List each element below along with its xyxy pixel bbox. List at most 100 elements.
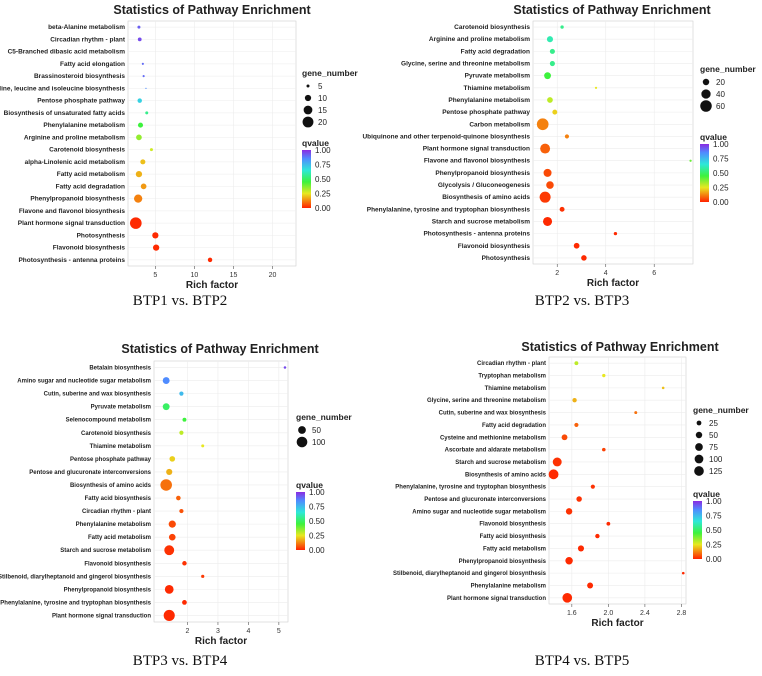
- data-point: [134, 194, 143, 203]
- y-tick-label: Amino sugar and nucleotide sugar metabol…: [412, 509, 546, 515]
- qvalue-tick-label: 0.50: [315, 175, 331, 184]
- data-point: [559, 206, 565, 212]
- y-tick-label: Phenylpropanoid biosynthesis: [30, 196, 125, 203]
- y-tick-label: Pyruvate metabolism: [465, 73, 531, 80]
- data-point: [590, 484, 595, 489]
- data-point: [565, 557, 573, 565]
- size-legend-marker: [701, 89, 711, 99]
- data-point: [606, 521, 611, 526]
- data-point: [162, 377, 170, 385]
- y-tick-label: Starch and sucrose metabolism: [455, 460, 546, 466]
- data-point: [574, 422, 579, 428]
- y-tick-label: Thiamine metabolism: [485, 386, 546, 392]
- y-tick-label: Valine, leucine and isoleucine biosynthe…: [0, 85, 125, 92]
- y-tick-label: Fatty acid elongation: [60, 61, 125, 68]
- qvalue-tick-label: 0.25: [315, 190, 331, 199]
- qvalue-tick-label: 0.75: [706, 512, 722, 521]
- chart-title: Statistics of Pathway Enrichment: [113, 3, 311, 17]
- data-point: [201, 444, 205, 448]
- data-point: [634, 411, 638, 415]
- size-legend-marker: [302, 116, 314, 128]
- size-legend-label: 10: [318, 94, 327, 103]
- x-tick-label: 1.6: [567, 610, 577, 617]
- qvalue-colorbar: [693, 501, 702, 559]
- data-point: [661, 386, 665, 390]
- size-legend-label: 40: [716, 90, 725, 99]
- chart-panel-3: Statistics of Pathway Enrichment Betalain…: [0, 342, 352, 669]
- y-tick-label: Flavone and flavonol biosynthesis: [19, 208, 126, 215]
- y-tick-label: Cysteine and methionine metabolism: [440, 435, 546, 441]
- data-point: [548, 469, 559, 480]
- data-point: [140, 159, 146, 165]
- qvalue-tick-label: 0.50: [309, 517, 325, 526]
- qvalue-tick-label: 0.25: [309, 532, 325, 541]
- qvalue-colorbar: [296, 492, 305, 550]
- qvalue-tick-label: 0.50: [713, 169, 729, 178]
- size-legend-title: gene_number: [693, 405, 749, 415]
- x-tick-label: 2: [186, 628, 190, 635]
- panel-caption: BTP4 vs. BTP5: [535, 653, 630, 669]
- qvalue-tick-label: 0.00: [309, 546, 325, 555]
- y-tick-label: Cutin, suberine and wax biosynthesis: [44, 392, 152, 398]
- y-tick-label: Fatty acid biosynthesis: [85, 496, 152, 502]
- panel-caption: BTP2 vs. BTP3: [535, 293, 630, 309]
- x-tick-label: 3: [216, 628, 220, 635]
- y-tick-label: Fatty acid metabolism: [57, 171, 125, 178]
- y-tick-label: Flavonoid biosynthesis: [84, 561, 151, 567]
- y-tick-label: Biosynthesis of amino acids: [465, 472, 547, 478]
- x-tick-label: 2.4: [640, 610, 650, 617]
- y-tick-label: Cutin, suberine and wax biosynthesis: [439, 411, 547, 417]
- data-point: [141, 62, 144, 65]
- y-tick-label: Flavonoid biosynthesis: [53, 245, 126, 252]
- size-legend-label: 60: [716, 102, 725, 111]
- qvalue-legend-title: qvalue: [700, 132, 727, 142]
- x-axis-label: Rich factor: [195, 636, 247, 647]
- qvalue-tick-label: 0.00: [713, 198, 729, 207]
- qvalue-colorbar: [700, 144, 709, 202]
- y-tick-label: Amino sugar and nucleotide sugar metabol…: [17, 379, 151, 385]
- y-tick-label: Phenylalanine metabolism: [448, 97, 530, 104]
- size-legend-marker: [298, 426, 306, 434]
- size-legend-marker: [694, 454, 704, 464]
- data-point: [561, 434, 568, 441]
- data-point: [536, 118, 549, 131]
- data-point: [137, 25, 141, 29]
- y-tick-label: Pyruvate metabolism: [91, 405, 151, 411]
- y-tick-label: Starch and sucrose metabolism: [432, 218, 530, 225]
- data-point: [602, 373, 606, 378]
- x-tick-label: 4: [604, 270, 608, 277]
- data-point: [207, 257, 213, 263]
- size-legend-marker: [702, 78, 710, 86]
- data-point: [549, 48, 555, 54]
- chart-panel-1: Statistics of Pathway Enrichment beta-Ala…: [0, 3, 358, 309]
- data-point: [145, 87, 147, 89]
- size-legend-label: 5: [318, 82, 323, 91]
- y-tick-label: Plant hormone signal transduction: [423, 146, 530, 153]
- y-tick-label: Plant hormone signal transduction: [447, 596, 546, 602]
- data-point: [543, 216, 553, 227]
- data-point: [594, 86, 598, 89]
- data-point: [681, 571, 685, 575]
- x-tick-label: 15: [230, 272, 238, 279]
- x-tick-label: 2: [555, 270, 559, 277]
- size-legend-marker: [306, 84, 310, 88]
- x-tick-label: 5: [153, 272, 157, 279]
- chart-panel-4: Statistics of Pathway Enrichment Circadia…: [393, 340, 749, 669]
- size-legend-label: 100: [709, 455, 723, 464]
- y-tick-label: Pentose and glucuronate interconversions: [29, 470, 151, 476]
- data-point: [166, 468, 173, 476]
- y-tick-label: Plant hormone signal transduction: [18, 220, 125, 227]
- x-tick-label: 2.0: [603, 610, 613, 617]
- y-tick-label: Arginine and proline metabolism: [429, 36, 530, 43]
- y-tick-label: Photosynthesis - antenna proteins: [423, 231, 530, 238]
- data-point: [613, 231, 618, 236]
- qvalue-colorbar: [302, 150, 311, 208]
- data-point: [179, 430, 184, 435]
- y-tick-label: Circadian rhythm - plant: [82, 509, 151, 515]
- y-tick-label: Phenylpropanoid biosynthesis: [459, 559, 547, 565]
- data-point: [137, 98, 142, 103]
- x-tick-label: 6: [652, 270, 656, 277]
- y-tick-label: Flavonoid biosynthesis: [479, 522, 546, 528]
- qvalue-tick-label: 0.00: [706, 555, 722, 564]
